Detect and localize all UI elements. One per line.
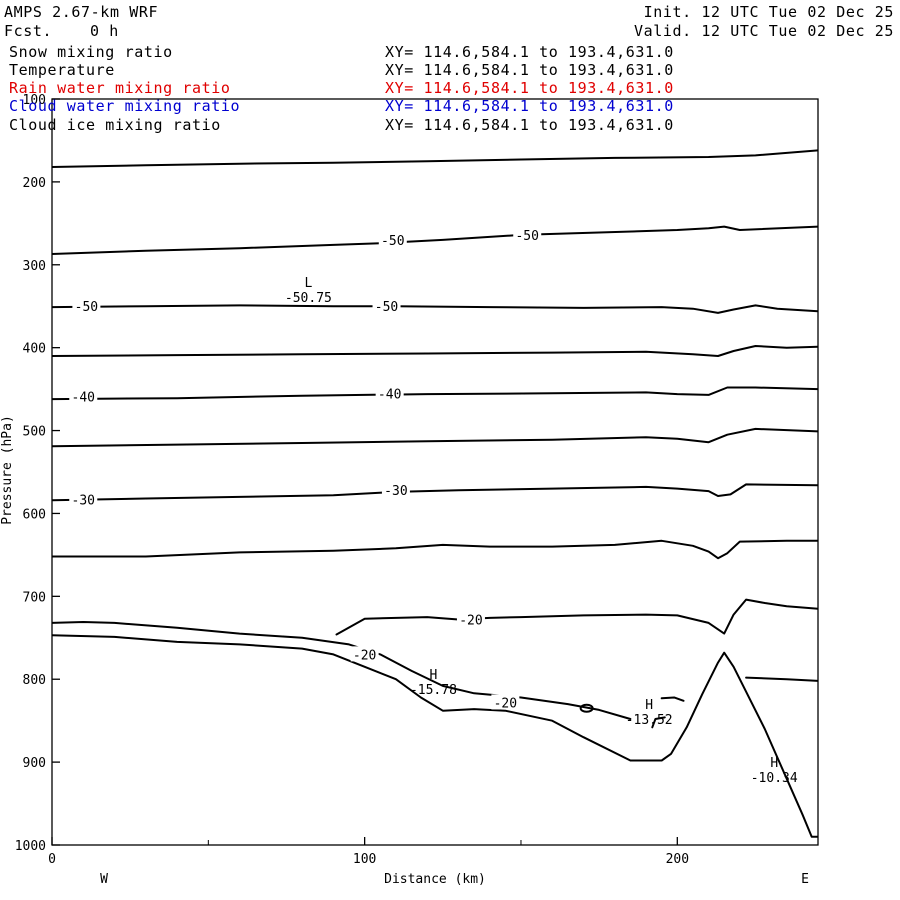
contour-line-9 [335,598,818,636]
contour-line-6 [52,483,818,502]
contour-line-0 [52,149,818,168]
field-name-snow: Snow mixing ratio [9,43,173,61]
y-tick-label: 400 [23,342,46,357]
contour-label-bg [350,646,379,662]
contour-label: -30 [384,484,407,499]
extremum-marker-h: H [645,698,653,713]
contour-label: -40 [72,391,95,406]
init-time: Init. 12 UTC Tue 02 Dec 25 [643,3,894,21]
contour-label: -50 [381,234,404,249]
contour-label-bg [372,298,401,314]
extremum-value: -10.34 [751,771,798,786]
field-xy-cloud-water: XY= 114.6,584.1 to 193.4,631.0 [385,97,674,115]
y-tick-label: 300 [23,259,46,274]
contour-label: -50 [375,300,398,315]
plot-frame [51,98,819,846]
extremum-value: -50.75 [285,291,332,306]
contour-label: -20 [353,648,376,663]
field-xy-snow: XY= 114.6,584.1 to 193.4,631.0 [385,43,674,61]
contour-line-10 [52,634,818,838]
contour-label-bg [381,482,410,498]
field-xy-cloud-ice: XY= 114.6,584.1 to 193.4,631.0 [385,116,674,134]
x-axis-title: Distance (km) [384,872,486,887]
field-xy-temperature: XY= 114.6,584.1 to 193.4,631.0 [385,61,674,79]
contour-label-bg [375,385,404,401]
x-tick-label: 200 [666,852,689,867]
contour-line-3 [52,345,818,357]
contour-line-2 [52,304,818,314]
model-title: AMPS 2.67-km WRF [4,3,159,21]
contour-line-8 [52,621,632,720]
contour-label-bg [491,694,520,710]
contour-label: -50 [515,229,538,244]
x-tick-label: 0 [48,852,56,867]
extremum-marker-l: L [304,276,312,291]
contour-label: -20 [459,614,482,629]
forecast-label: Fcst. [4,22,53,40]
contour-fragment [651,716,666,729]
contour-label-bg [456,611,485,627]
y-tick-label: 700 [23,590,46,605]
contour-label-bg [513,226,542,242]
y-tick-label: 1000 [15,839,46,854]
field-xy-rain: XY= 114.6,584.1 to 193.4,631.0 [385,79,674,97]
extremum-marker-h: H [430,668,438,683]
contour-fragment [660,696,685,702]
contour-label: -20 [494,696,517,711]
y-tick-label: 600 [23,507,46,522]
contour-label-bg [72,298,101,314]
y-tick-label: 100 [23,93,46,108]
contour-line-4 [52,386,818,401]
extremum-value: -15.78 [410,683,457,698]
y-tick-label: 800 [23,673,46,688]
contour-label: -30 [72,493,95,508]
y-tick-label: 900 [23,756,46,771]
contour-label-bg [69,388,98,404]
y-axis-title: Pressure (hPa) [0,415,15,525]
contour-label: -40 [378,387,401,402]
contour-label-bg [378,231,407,247]
y-tick-label: 200 [23,176,46,191]
contour-label: -50 [75,300,98,315]
x-edge-label-east: E [801,872,809,887]
y-tick-label: 500 [23,425,46,440]
field-name-rain: Rain water mixing ratio [9,79,231,97]
extremum-value: -13.52 [626,713,673,728]
x-edge-label-west: W [100,872,108,887]
field-name-cloud-water: Cloud water mixing ratio [9,97,241,115]
contour-line-7 [52,539,818,560]
x-tick-label: 100 [353,852,376,867]
contour-line-5 [52,427,818,448]
extremum-marker-h: H [770,756,778,771]
forecast-hour: 0 h [90,22,119,40]
field-name-cloud-ice: Cloud ice mixing ratio [9,116,221,134]
contour-label-bg [69,491,98,507]
field-name-temperature: Temperature [9,61,115,79]
contour-line-11 [745,676,818,682]
contour-line-1 [52,225,818,255]
valid-time: Valid. 12 UTC Tue 02 Dec 25 [633,22,894,40]
contour-closed-small [579,703,594,713]
